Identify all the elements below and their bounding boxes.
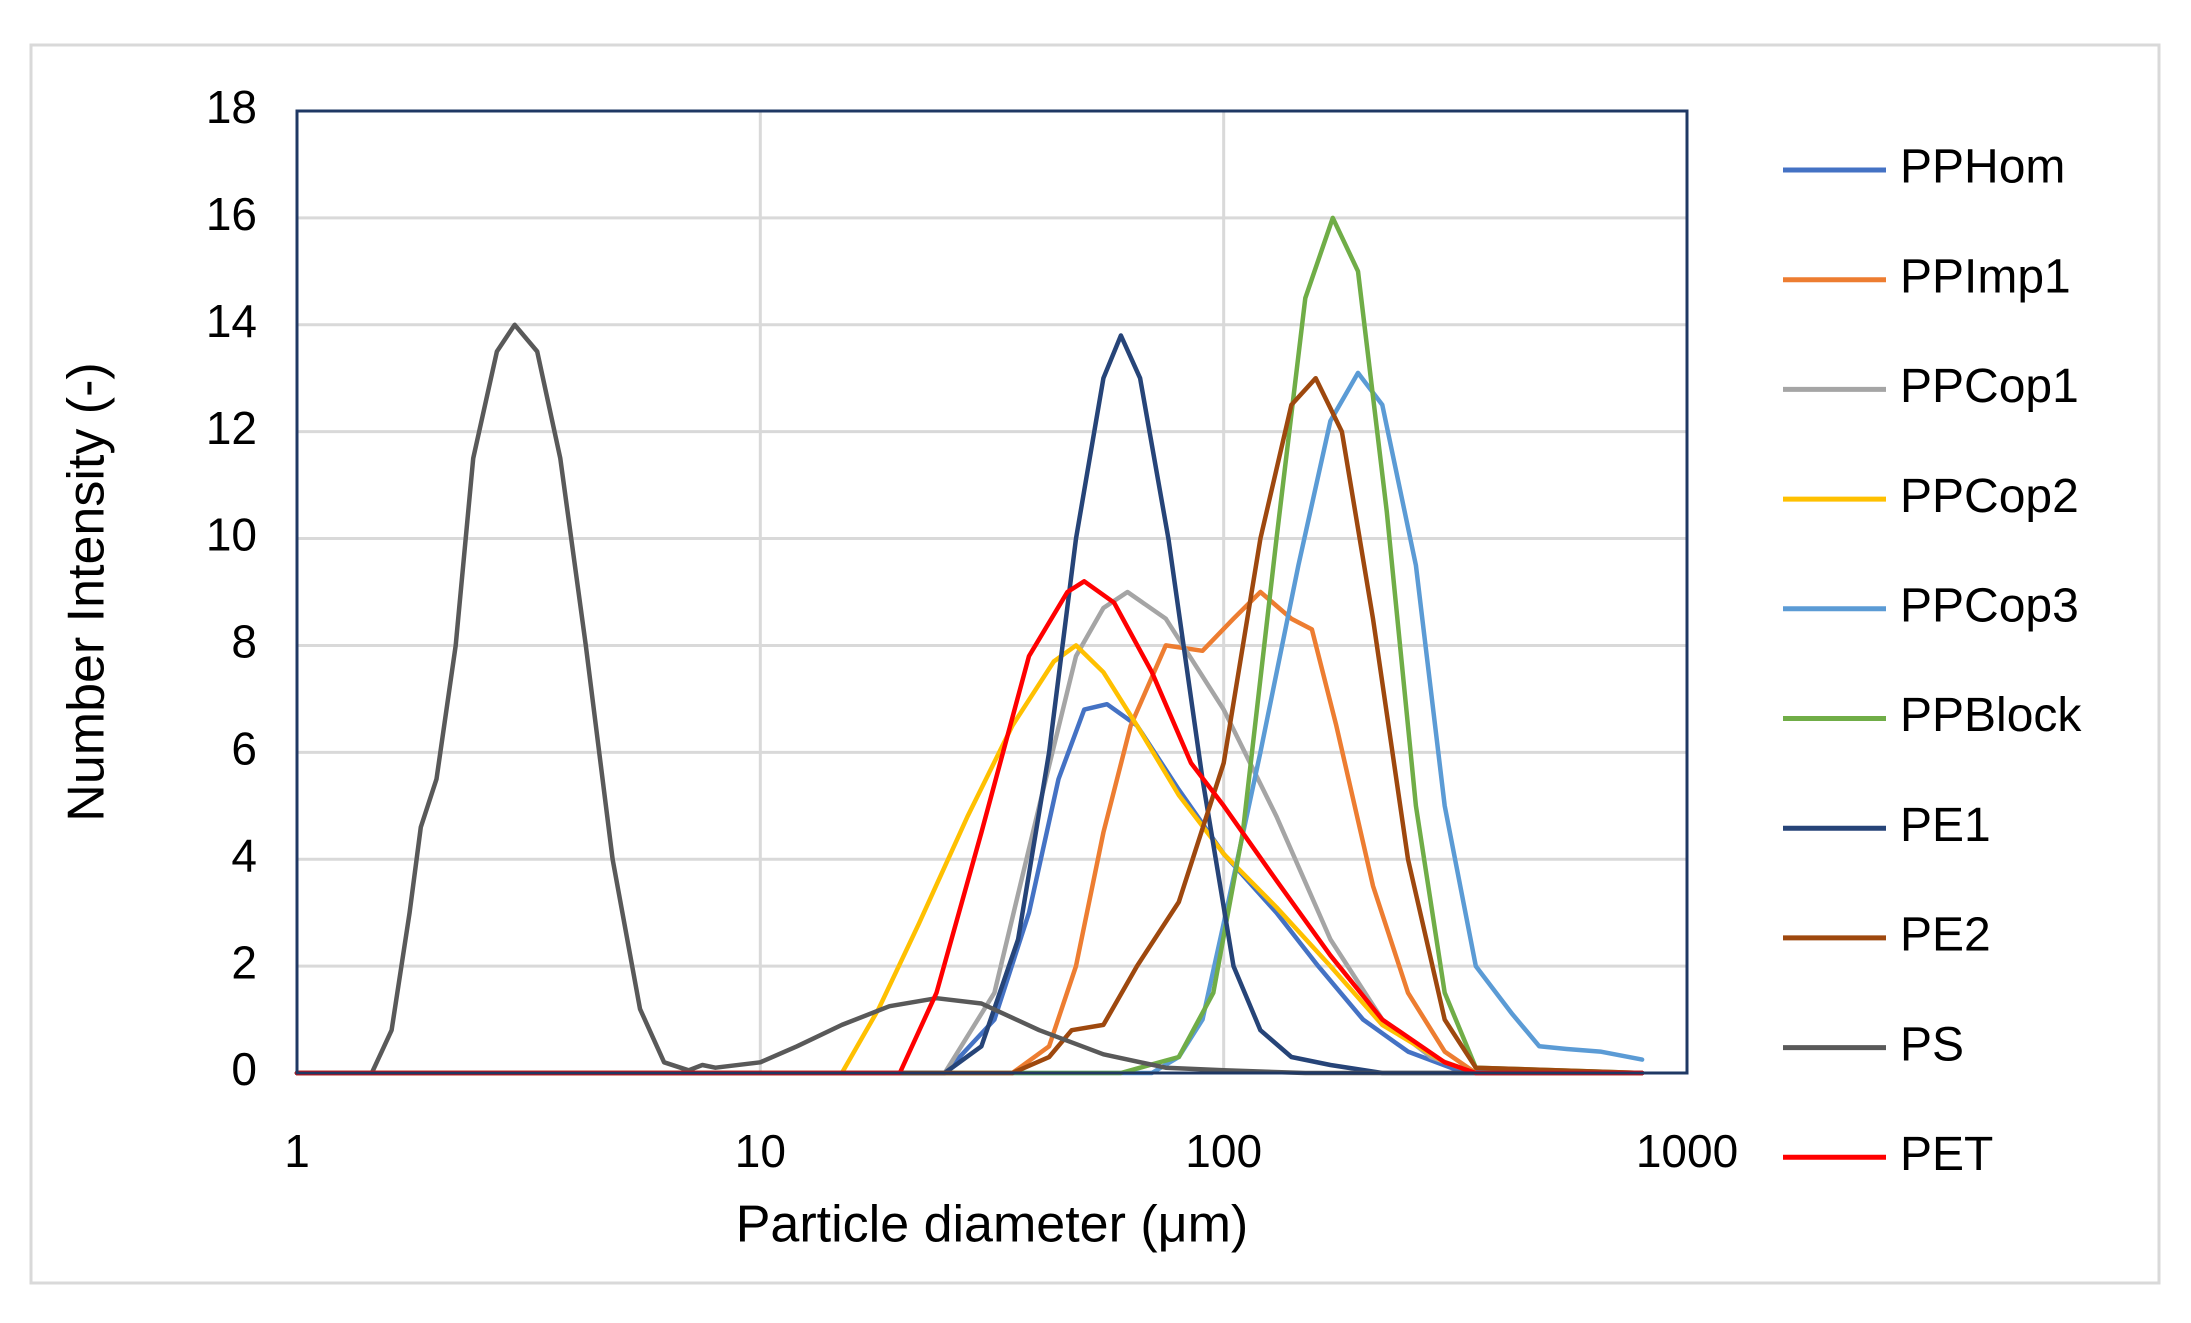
series-line — [294, 333, 1645, 1076]
legend-label: PPBlock — [1900, 689, 2082, 742]
series-line — [294, 322, 1645, 1076]
series-line — [294, 589, 1645, 1076]
x-tick-label: 1 — [284, 1125, 310, 1177]
ticks: 0 2 4 6 8 10 12 14 16 18 1 10 100 1000 — [206, 81, 1738, 1177]
x-tick-label: 10 — [735, 1125, 786, 1177]
y-tick-label: 14 — [206, 295, 257, 347]
series-line — [294, 215, 1645, 1076]
legend-label: PET — [1900, 1128, 1993, 1181]
series-line — [294, 643, 1645, 1076]
legend-label: PPCop1 — [1900, 360, 2079, 413]
y-tick-label: 4 — [231, 829, 257, 881]
y-tick-label: 10 — [206, 509, 257, 561]
y-tick-label: 16 — [206, 188, 257, 240]
y-tick-label: 6 — [231, 722, 257, 774]
plot-border — [295, 109, 1689, 1075]
legend-label: PPCop2 — [1900, 470, 2079, 523]
y-tick-label: 12 — [206, 402, 257, 454]
y-axis-title: Number Intensity (-) — [58, 362, 116, 821]
legend-label: PPCop3 — [1900, 579, 2079, 632]
series-line — [294, 701, 1645, 1076]
x-axis-title: Particle diameter (μm) — [736, 1196, 1249, 1254]
y-tick-label: 0 — [231, 1043, 257, 1095]
x-tick-label: 100 — [1185, 1125, 1262, 1177]
legend-label: PPHom — [1900, 141, 2065, 194]
legend: PPHom PPImp1 PPCop1 PPCop2 PPCop3 PPBlock PE1 P… — [1783, 141, 2082, 1181]
y-tick-label: 18 — [206, 81, 257, 133]
y-tick-label: 8 — [231, 616, 257, 668]
x-tick-label: 1000 — [1636, 1125, 1738, 1177]
legend-label: PE1 — [1900, 799, 1991, 852]
legend-label: PS — [1900, 1018, 1964, 1071]
series-line — [294, 579, 1645, 1076]
y-tick-label: 2 — [231, 936, 257, 988]
legend-label: PE2 — [1900, 909, 1991, 962]
legend-label: PPImp1 — [1900, 250, 2071, 303]
plot-lines — [294, 215, 1645, 1076]
